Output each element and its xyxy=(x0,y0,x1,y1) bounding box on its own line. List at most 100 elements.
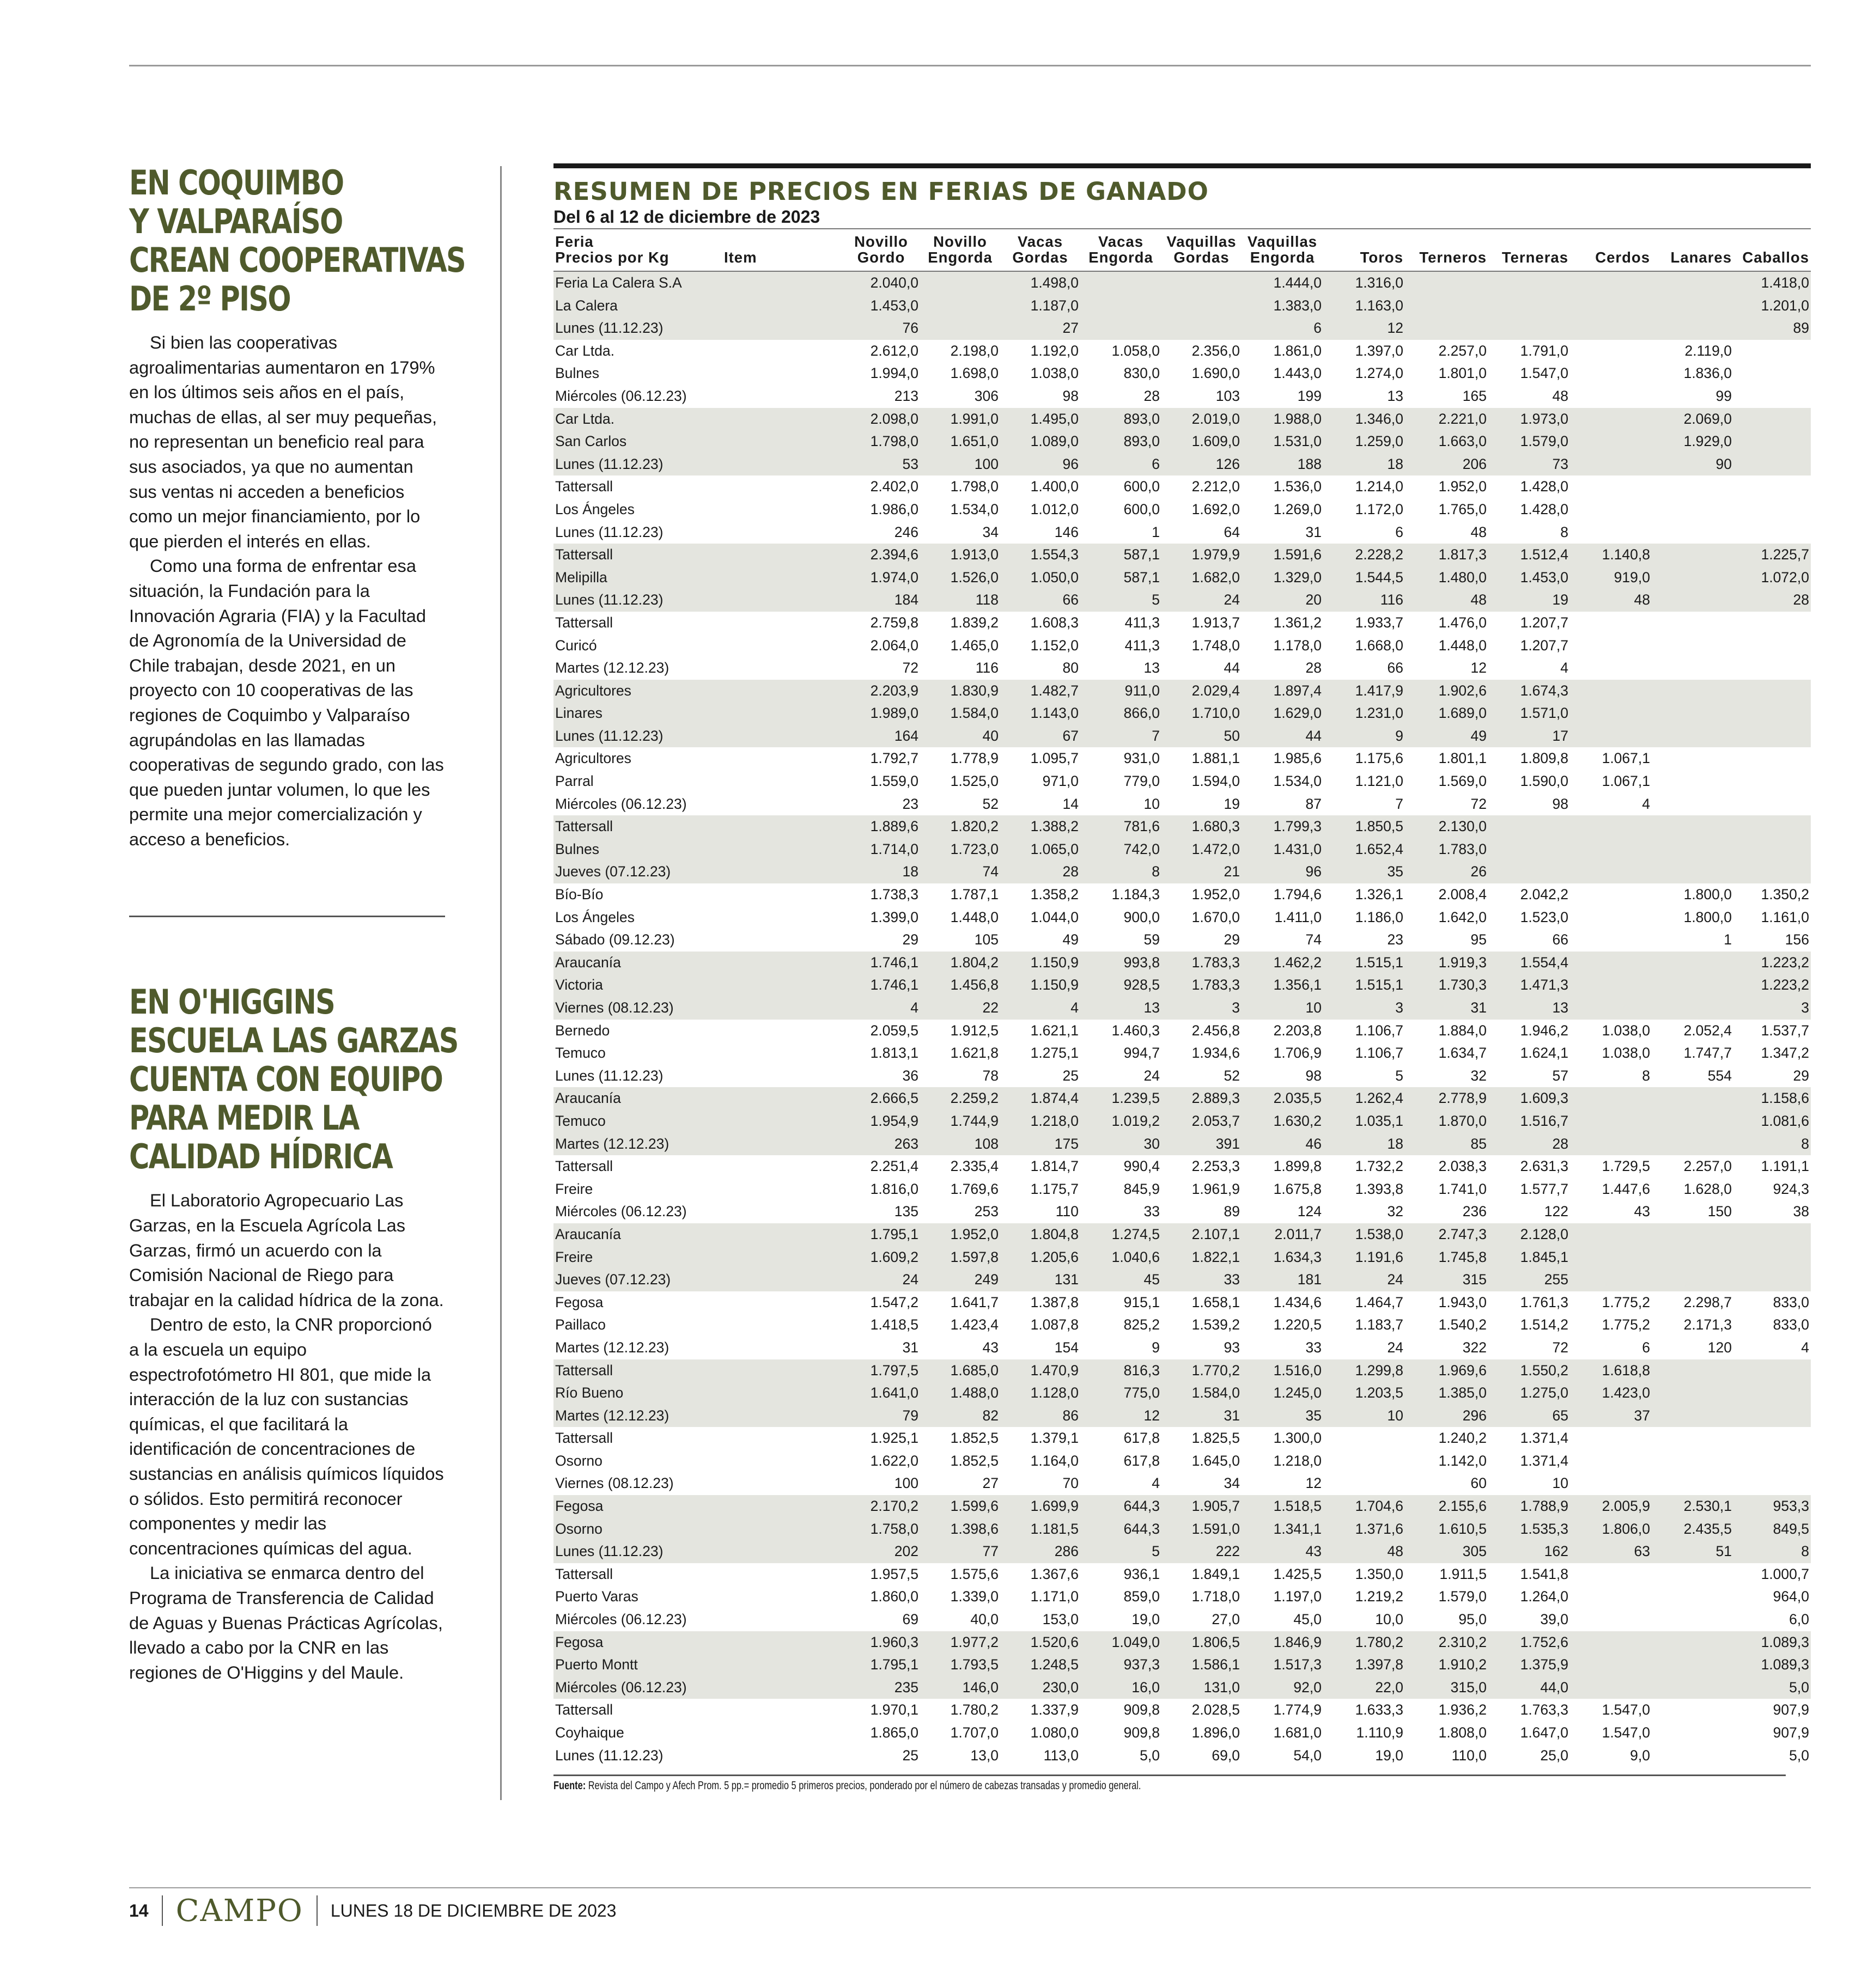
table-cell: 1.685,0 xyxy=(920,1359,1000,1382)
table-cell: 33 xyxy=(1161,1269,1242,1291)
table-row: Victoria 1.746,1 1.456,8 1.150,9 928,5 1.783,… xyxy=(553,974,1811,997)
table-cell: 1.896,0 xyxy=(1191,1724,1240,1741)
table-cell: 1.586,1 xyxy=(1161,1654,1242,1676)
table-row: Tattersall 1.957,5 1.575,6 1.367,6 936,1 1.84… xyxy=(553,1563,1811,1586)
table-cell: 1.356,1 xyxy=(1242,974,1323,997)
table-cell: 5,0 xyxy=(1789,1747,1809,1764)
table-cell xyxy=(1733,793,1811,816)
headline-line: CREAN COOPERATIVAS xyxy=(129,240,466,280)
table-cell: 1.732,2 xyxy=(1355,1158,1403,1175)
table-cell: 263 xyxy=(842,1132,920,1156)
table-cell xyxy=(1323,1450,1405,1473)
table-cell: 1.346,0 xyxy=(1323,407,1405,431)
table-row: Jueves (07.12.23) 24 249 131 45 33 181 24 315 255 xyxy=(553,1269,1811,1291)
table-cell: 1.651,0 xyxy=(920,430,1000,453)
table-cell xyxy=(1570,1269,1652,1291)
table-cell: 1.181,5 xyxy=(1000,1517,1080,1541)
table-cell xyxy=(1652,951,1733,974)
table-cell: 1.531,0 xyxy=(1242,430,1323,453)
table-cell: 1.516,0 xyxy=(1242,1359,1323,1382)
table-row: Feria La Calera S.A 2.040,0 1.498,0 1.444,0… xyxy=(553,271,1811,295)
table-cell: 188 xyxy=(1242,453,1323,476)
table-cell: 1.791,0 xyxy=(1520,342,1568,359)
table-cell: 1.817,3 xyxy=(1405,544,1488,566)
table-cell: 1.219,2 xyxy=(1355,1588,1403,1605)
table-cell: 1.161,0 xyxy=(1761,908,1809,925)
table-cell xyxy=(722,906,842,929)
table-cell: 1.860,0 xyxy=(870,1588,918,1605)
table-cell: 6 xyxy=(1080,453,1161,476)
table-cell xyxy=(722,498,842,521)
table-cell: 23 xyxy=(1387,931,1403,948)
column-header: Cerdos xyxy=(1570,228,1652,272)
table-cell xyxy=(1570,453,1652,476)
table-cell: 5 xyxy=(1395,1067,1403,1084)
table-cell xyxy=(1733,815,1811,838)
table-cell xyxy=(1733,747,1811,770)
table-cell: 587,1 xyxy=(1080,566,1161,589)
table-cell: 60 xyxy=(1470,1475,1487,1492)
table-cell: 1.718,0 xyxy=(1191,1588,1240,1605)
header-line-2: Lanares xyxy=(1670,249,1732,266)
table-cell: 3 xyxy=(1733,997,1811,1020)
table-row: La Calera 1.453,0 1.187,0 1.383,0 1.163,0 1.2… xyxy=(553,294,1811,318)
table-cell: 2.171,3 xyxy=(1683,1316,1732,1333)
table-cell: 1 xyxy=(1152,523,1160,540)
row-label-cell: Temuco xyxy=(555,1045,606,1062)
table-cell: 305 xyxy=(1405,1540,1488,1563)
table-cell: 66 xyxy=(1387,660,1403,676)
table-row: Lunes (11.12.23) 36 78 25 24 52 98 5 32 57 8 554 29 xyxy=(553,1065,1811,1088)
table-cell: 1.806,0 xyxy=(1570,1517,1652,1541)
table-row: Lunes (11.12.23) 25 13,0 113,0 5,0 69,0 54,0 19… xyxy=(553,1745,1811,1767)
table-cell: 162 xyxy=(1488,1540,1570,1563)
row-label-cell: Car Ltda. xyxy=(553,407,722,431)
table-cell: 1.456,8 xyxy=(920,974,1000,997)
table-cell: 1.690,0 xyxy=(1191,365,1240,382)
table-cell: 2.170,2 xyxy=(842,1495,920,1518)
table-cell: 2.005,9 xyxy=(1570,1495,1652,1518)
header-line-1: Novillo xyxy=(854,233,908,250)
row-label-cell: Viernes (08.12.23) xyxy=(553,997,722,1020)
table-cell: 72 xyxy=(1470,795,1487,812)
table-row: Agricultores 1.792,7 1.778,9 1.095,7 931,0 1.… xyxy=(553,747,1811,770)
table-cell xyxy=(1570,997,1652,1020)
row-label-cell: Tattersall xyxy=(553,815,722,838)
table-cell xyxy=(1733,635,1811,657)
table-cell: 1.472,0 xyxy=(1161,838,1242,861)
table-cell xyxy=(722,1020,842,1042)
row-label-cell: Lunes (11.12.23) xyxy=(553,1540,722,1563)
table-cell: 1.517,3 xyxy=(1242,1654,1323,1676)
table-cell: 2.456,8 xyxy=(1191,1022,1240,1039)
table-cell: 1.830,9 xyxy=(920,679,1000,703)
table-cell: 909,8 xyxy=(1123,1702,1160,1718)
table-cell xyxy=(722,770,842,793)
row-label-cell: Sábado (09.12.23) xyxy=(555,931,675,948)
table-cell xyxy=(722,1654,842,1676)
table-cell: 993,8 xyxy=(1080,951,1161,974)
table-cell: 1.361,2 xyxy=(1273,614,1322,631)
table-cell xyxy=(722,1291,842,1314)
table-cell: 43 xyxy=(982,1339,999,1356)
table-cell xyxy=(1733,1404,1811,1428)
table-cell: 1.350,2 xyxy=(1761,886,1809,903)
table-cell: 1.316,0 xyxy=(1323,271,1405,295)
table-row: Agricultores 2.203,9 1.830,9 1.482,7 911,0 2.… xyxy=(553,679,1811,703)
table-cell: 1.178,0 xyxy=(1273,637,1322,654)
table-cell xyxy=(722,1585,842,1608)
row-label-cell: Miércoles (06.12.23) xyxy=(555,387,687,404)
table-cell: 1.498,0 xyxy=(1000,271,1080,295)
table-cell: 1.065,0 xyxy=(1000,838,1080,861)
table-cell: 31 xyxy=(1161,1404,1242,1428)
row-label-cell: Temuco xyxy=(553,1109,722,1133)
table-cell xyxy=(722,317,842,340)
table-cell: 2.052,4 xyxy=(1683,1022,1732,1039)
table-cell: 1.220,5 xyxy=(1273,1316,1322,1333)
row-label-cell: Araucanía xyxy=(553,1087,722,1110)
table-cell: 1.140,8 xyxy=(1570,544,1652,566)
table-cell: 2.253,3 xyxy=(1191,1158,1240,1175)
table-cell: 2.298,7 xyxy=(1683,1294,1732,1310)
table-cell: 1.594,0 xyxy=(1191,773,1240,790)
table-row: Los Ángeles 1.399,0 1.448,0 1.044,0 900,0 1.6… xyxy=(553,906,1811,929)
table-cell: 2.019,0 xyxy=(1161,407,1242,431)
table-cell: 1.274,5 xyxy=(1080,1223,1161,1246)
